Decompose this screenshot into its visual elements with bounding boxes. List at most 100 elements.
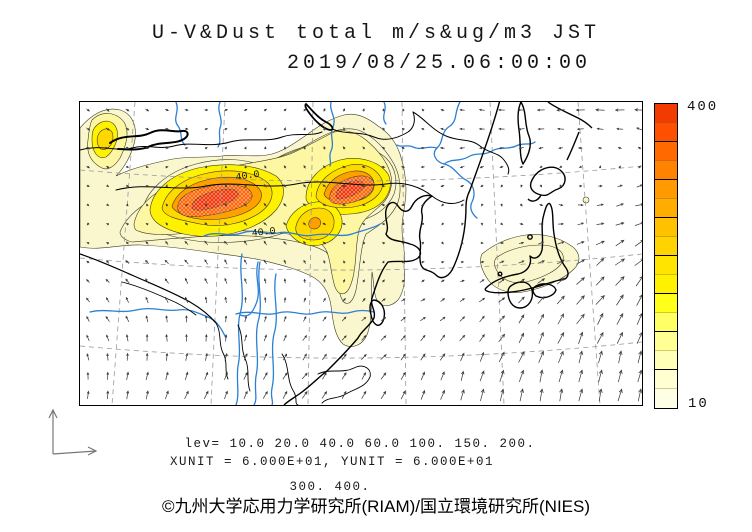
wind-arrow xyxy=(224,203,228,207)
wind-arrow xyxy=(243,240,248,246)
wind-arrow xyxy=(224,315,228,323)
wind-arrow xyxy=(322,372,327,380)
wind-arrow xyxy=(459,127,465,131)
wind-arrow xyxy=(518,296,525,304)
wind-arrow xyxy=(302,184,307,188)
wind-arrow xyxy=(558,350,564,363)
wind-arrow xyxy=(518,278,526,284)
wind-arrow xyxy=(204,296,208,304)
wind-arrow xyxy=(559,388,564,402)
wind-arrow xyxy=(145,222,149,226)
wind-arrow xyxy=(244,184,247,188)
wind-arrow xyxy=(480,260,485,264)
wind-arrow xyxy=(400,184,405,188)
wind-arrow xyxy=(362,279,366,283)
wind-arrow xyxy=(322,165,326,169)
wind-arrow xyxy=(460,370,465,381)
wind-arrow xyxy=(125,241,129,245)
wind-arrow xyxy=(479,370,485,382)
wind-arrow xyxy=(224,352,228,361)
wind-arrow xyxy=(479,165,484,169)
wind-arrow xyxy=(558,146,563,150)
wind-arrow xyxy=(106,223,109,226)
wind-arrow xyxy=(401,222,405,225)
wind-arrow xyxy=(616,294,624,306)
wind-arrow xyxy=(184,127,189,131)
wind-arrow xyxy=(283,278,287,284)
lake-baikal xyxy=(304,102,334,131)
wind-arrow xyxy=(145,296,149,303)
wind-arrow xyxy=(165,315,168,323)
wind-arrow xyxy=(636,312,642,325)
wind-arrow xyxy=(498,297,506,303)
wind-arrow xyxy=(615,276,625,286)
colorbar-min-label: 10 xyxy=(688,396,709,412)
wind-arrow xyxy=(342,108,345,112)
wind-arrow xyxy=(538,350,544,363)
wind-arrow xyxy=(204,222,208,226)
wind-arrow xyxy=(578,331,584,345)
wind-arrow xyxy=(400,335,406,341)
wind-arrow xyxy=(381,184,386,188)
colorbar-cell xyxy=(655,142,677,161)
wind-arrow xyxy=(614,108,625,112)
wind-arrow xyxy=(440,184,445,188)
wind-arrow xyxy=(420,353,426,361)
wind-arrow xyxy=(341,203,346,207)
wind-arrow xyxy=(598,184,603,188)
wind-arrow xyxy=(459,146,465,150)
wind-arrow xyxy=(302,353,307,361)
wind-arrow xyxy=(596,203,604,206)
wind-arrow xyxy=(498,108,505,112)
wind-arrow xyxy=(401,242,405,245)
wind-arrow xyxy=(578,369,584,383)
colorbar-cell xyxy=(655,237,677,256)
wind-arrow xyxy=(539,203,544,206)
wind-arrow xyxy=(223,222,228,226)
wind-arrow xyxy=(616,203,625,207)
wind-arrow xyxy=(362,108,365,112)
wind-arrow xyxy=(558,369,564,383)
wind-arrow xyxy=(519,222,524,226)
wind-arrow xyxy=(86,390,90,399)
grid-units-label: XUNIT = 6.000E+01, YUNIT = 6.000E+01 xyxy=(169,455,495,469)
wind-arrow xyxy=(205,352,208,361)
wind-arrow xyxy=(558,222,565,226)
map-svg: 40.0 40.0 xyxy=(80,102,642,405)
colorbar-max-label: 400 xyxy=(687,99,719,115)
wind-arrow xyxy=(400,316,406,322)
wind-arrow xyxy=(224,277,228,284)
wind-arrow xyxy=(536,108,545,112)
wind-arrow xyxy=(303,165,306,169)
wind-arrow xyxy=(380,335,387,341)
wind-arrow xyxy=(478,108,485,111)
wind-arrow xyxy=(615,222,625,226)
wind-arrow xyxy=(86,203,90,207)
wind-arrow xyxy=(597,312,604,325)
wind-arrow xyxy=(145,185,149,188)
wind-arrow xyxy=(125,278,130,284)
wind-arrow xyxy=(479,315,485,323)
wind-arrow xyxy=(322,353,327,361)
wind-arrow xyxy=(459,316,466,322)
wind-arrow xyxy=(361,335,367,341)
wind-vector-field xyxy=(86,107,642,402)
wind-arrow xyxy=(224,371,228,380)
wind-arrow xyxy=(184,240,189,245)
wind-arrow xyxy=(342,241,346,245)
wind-arrow xyxy=(520,203,523,207)
wind-arrow xyxy=(381,146,385,150)
wind-arrow xyxy=(86,315,90,322)
wind-arrow xyxy=(459,165,465,169)
wind-arrow xyxy=(224,333,228,342)
wind-arrow xyxy=(361,203,366,207)
wind-arrow xyxy=(421,279,425,283)
wind-arrow xyxy=(106,390,110,400)
wind-arrow xyxy=(499,165,504,169)
wind-arrow xyxy=(263,334,267,342)
wind-arrow xyxy=(518,332,524,344)
wind-arrow xyxy=(243,390,248,399)
wind-arrow xyxy=(204,147,208,150)
wind-arrow xyxy=(243,221,248,226)
wind-arrow xyxy=(303,240,307,245)
